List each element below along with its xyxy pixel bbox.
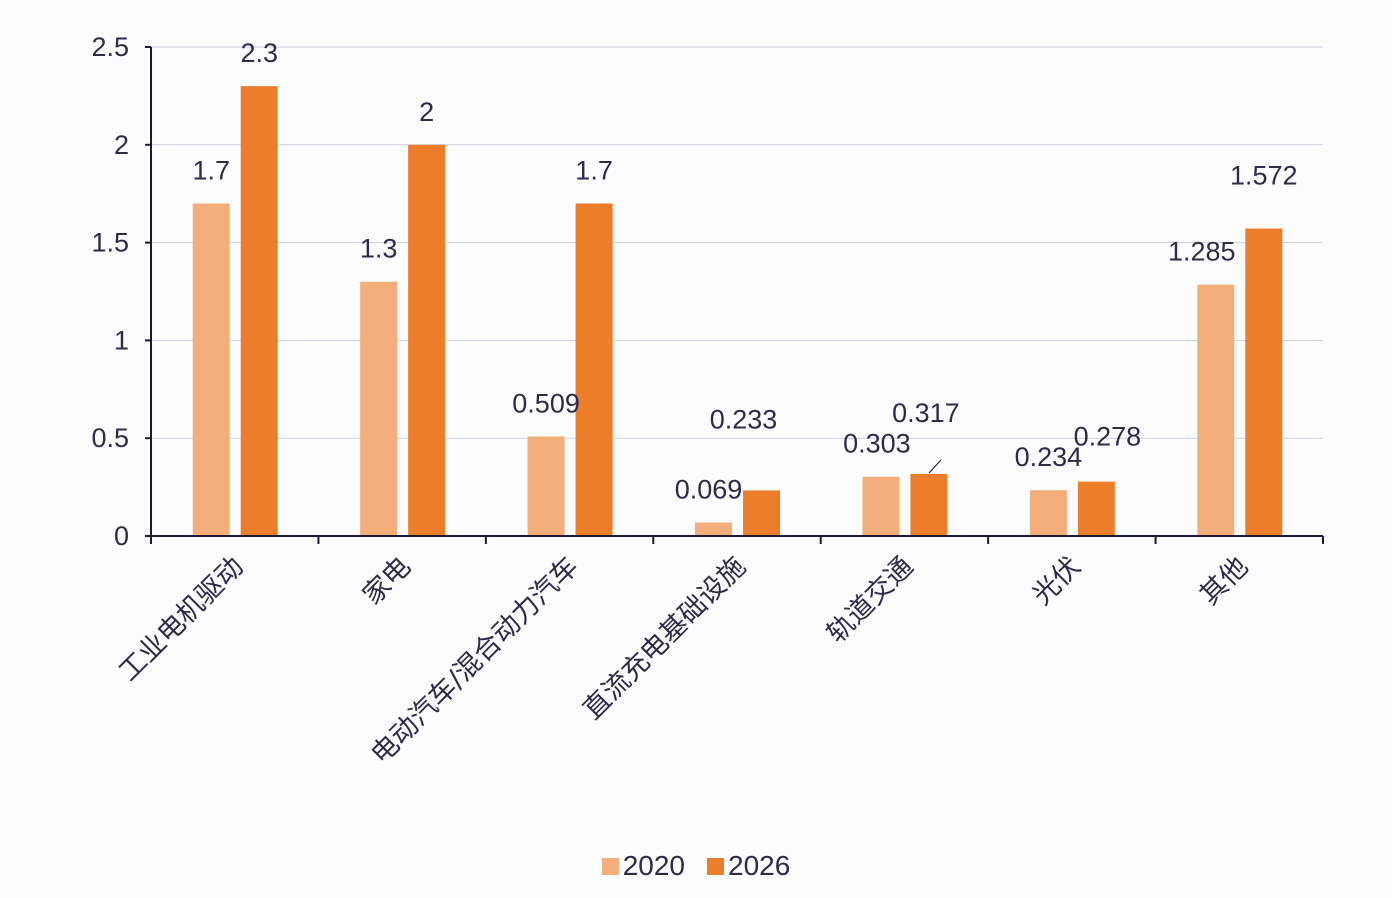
legend-label-2026: 2026 [728, 850, 791, 881]
data-label: 2.3 [240, 38, 278, 68]
legend-swatch-2020 [601, 857, 619, 875]
data-label: 2 [419, 97, 434, 127]
bar-2020 [1197, 284, 1235, 536]
y-tick-label: 2.5 [91, 32, 129, 62]
x-tick-label: 轨道交通 [821, 551, 919, 649]
data-label: 0.234 [1015, 442, 1083, 472]
y-axis: 0 0.5 1 1.5 2 2.5 [91, 32, 152, 551]
x-tick-label: 其他 [1194, 551, 1254, 611]
bar-2026 [743, 490, 780, 536]
bar-2026 [1077, 481, 1115, 536]
data-label: 0.303 [843, 429, 911, 459]
y-tick-label: 2 [114, 130, 129, 160]
y-tick-label: 1.5 [91, 228, 129, 258]
x-tick-label: 直流充电基础设施 [577, 551, 752, 726]
bar-2026 [1245, 228, 1283, 537]
data-label: 0.233 [710, 404, 778, 434]
data-label: 0.069 [675, 475, 743, 505]
data-label: 1.572 [1230, 161, 1298, 191]
x-tick-label: 工业电机驱动 [113, 551, 249, 687]
legend-item-2026: 2026 [707, 850, 790, 882]
data-label: 1.285 [1168, 237, 1236, 267]
bar-2026 [240, 86, 278, 537]
x-tick-label: 光伏 [1027, 551, 1087, 611]
bar-2020 [527, 436, 565, 536]
bar-2020 [1029, 490, 1067, 536]
bar-2026 [408, 144, 446, 537]
data-label: 0.509 [512, 388, 580, 418]
legend-swatch-2026 [707, 857, 724, 875]
leader-line [928, 459, 942, 474]
data-label: 1.3 [360, 234, 398, 264]
bars [192, 86, 1283, 537]
bar-2020 [862, 476, 900, 536]
data-label: 1.7 [192, 155, 230, 185]
y-tick-label: 0.5 [91, 423, 129, 453]
gridlines [151, 46, 1323, 439]
bar-2026 [575, 203, 613, 537]
bar-2020 [192, 203, 230, 537]
bar-2020 [695, 522, 732, 536]
legend-item-2020: 2020 [601, 850, 685, 882]
data-label: 0.317 [892, 398, 960, 428]
x-tick-label: 家电 [357, 551, 417, 611]
data-label: 0.278 [1074, 422, 1142, 452]
legend: 2020 2026 [0, 850, 1392, 882]
data-label: 1.7 [575, 155, 613, 185]
bar-2020 [360, 281, 398, 536]
y-tick-label: 0 [114, 521, 129, 551]
y-tick-label: 1 [114, 325, 129, 355]
bar-2026 [910, 473, 948, 536]
legend-label-2020: 2020 [622, 850, 685, 881]
